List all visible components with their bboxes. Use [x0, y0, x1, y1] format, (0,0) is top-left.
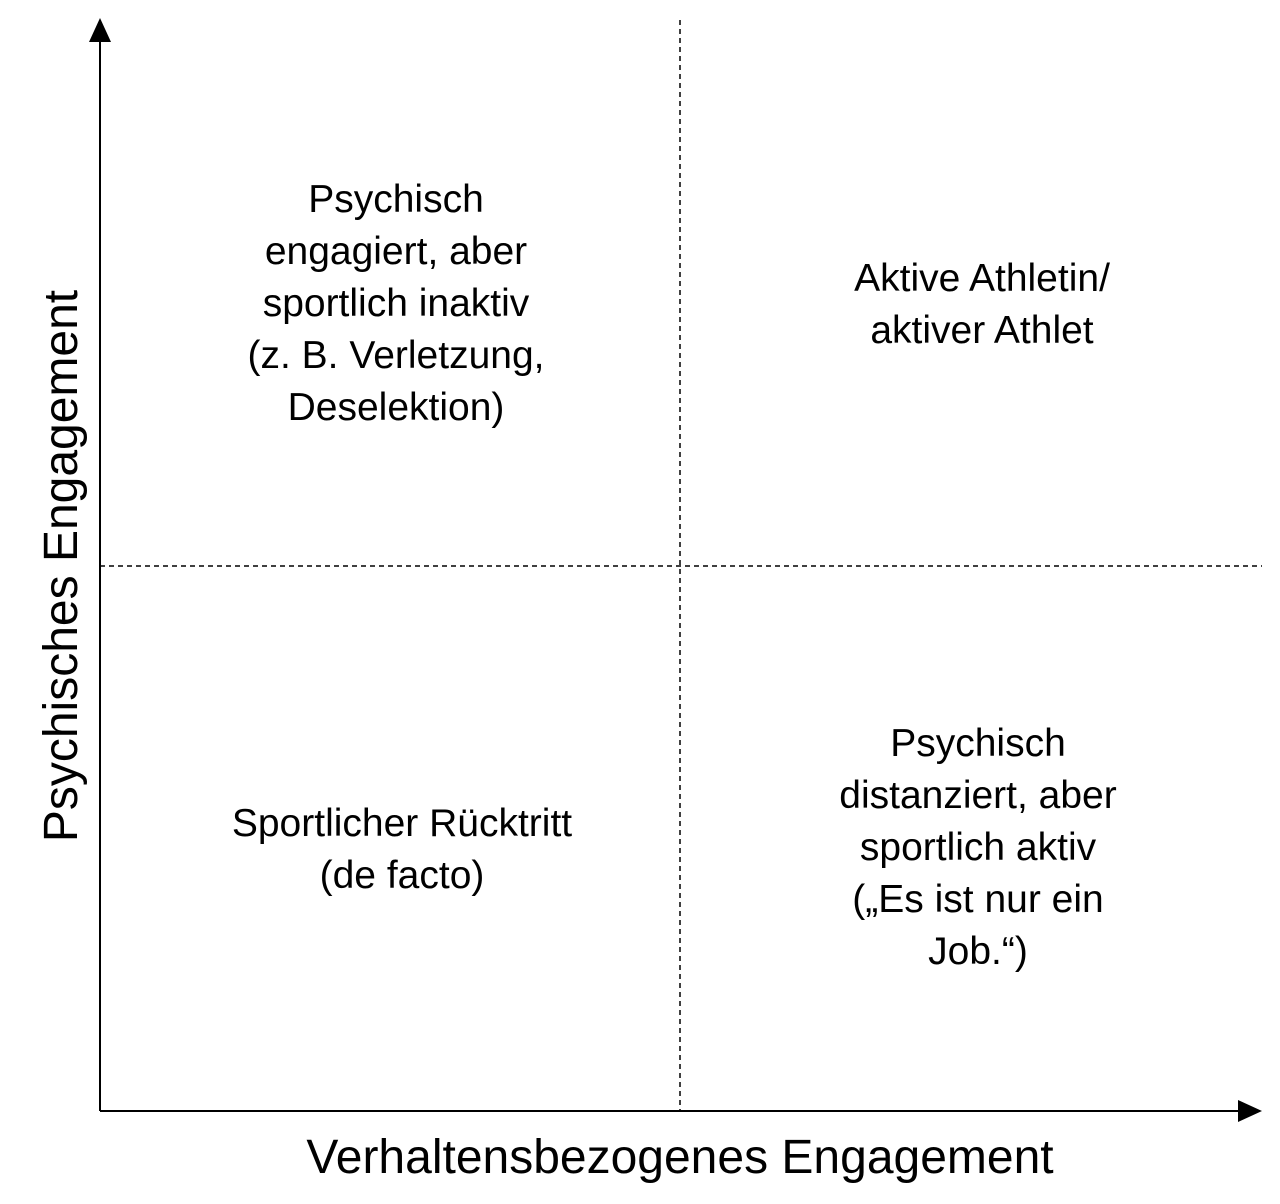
- x-axis-arrowhead: [1238, 1100, 1262, 1122]
- quadrant-bottom-right-label: Psychisch distanziert, aber sportlich ak…: [839, 722, 1117, 973]
- quadrant-top-right-label: Aktive Athletin/ aktiver Athlet: [854, 257, 1110, 352]
- quadrant-bottom-left-label: Sportlicher Rücktritt (de facto): [231, 802, 573, 897]
- y-axis-arrowhead: [89, 18, 111, 42]
- x-axis-label: Verhaltensbezogenes Engagement: [306, 1131, 1054, 1184]
- y-axis-label: Psychisches Engagement: [35, 289, 88, 843]
- quadrant-top-left-label: Psychisch engagiert, aber sportlich inak…: [247, 178, 545, 429]
